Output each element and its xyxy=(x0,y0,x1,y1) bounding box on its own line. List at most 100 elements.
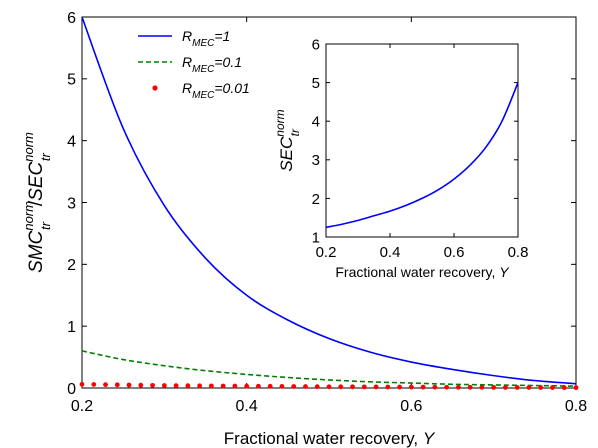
main-series-2-point xyxy=(126,382,132,388)
main-y-label-b: SEC xyxy=(26,161,47,200)
legend-item: RMEC=1 xyxy=(138,28,230,49)
main-series-2-point xyxy=(397,384,402,390)
main-series-2-point xyxy=(326,384,332,390)
main-series-2-point xyxy=(503,385,508,390)
inset-x-tick-label: 0.8 xyxy=(508,244,529,261)
legend-label-prefix: R xyxy=(182,80,192,96)
inset-plot-frame xyxy=(325,43,519,238)
inset-y-tick-label: 1 xyxy=(312,229,320,246)
legend-label: RMEC=1 xyxy=(182,28,230,49)
legend-label-prefix: R xyxy=(182,54,192,70)
main-x-tick-label: 0.6 xyxy=(400,398,422,415)
legend-label-suffix: =1 xyxy=(214,28,230,44)
legend-label-sub: MEC xyxy=(192,64,215,75)
main-series-2-point xyxy=(538,385,544,390)
main-series-1-line xyxy=(81,350,577,387)
inset-x-tick-label: 0.2 xyxy=(316,244,337,261)
inset-y-tick-label: 2 xyxy=(312,191,320,208)
main-series-2-point xyxy=(114,382,120,388)
main-series-2-point xyxy=(173,383,179,389)
main-y-tick-label: 1 xyxy=(67,319,76,336)
main-x-axis-label-var: Y xyxy=(423,429,436,448)
main-series-2-point xyxy=(220,383,226,389)
main-series-2-point xyxy=(103,382,108,388)
inset-series-group xyxy=(325,82,519,229)
main-series-2-point xyxy=(420,384,426,390)
legend-item: RMEC=0.1 xyxy=(138,54,242,75)
main-series-2-point xyxy=(303,384,308,389)
main-series-2-point xyxy=(361,384,367,390)
main-series-group xyxy=(79,16,579,391)
main-series-2-point xyxy=(350,384,355,390)
main-series-2-point xyxy=(91,382,97,387)
main-x-tick-label: 0.8 xyxy=(565,398,587,415)
inset-x-axis-label-text: Fractional water recovery, xyxy=(335,264,495,280)
main-y-tick-label: 4 xyxy=(67,133,76,150)
inset-y-tick-label: 5 xyxy=(312,75,320,92)
main-series-2-point xyxy=(455,384,461,390)
main-series-2-point xyxy=(479,384,485,390)
main-series-2-point xyxy=(514,385,520,390)
main-y-label-a: SMC xyxy=(26,230,47,273)
legend-item: RMEC=0.01 xyxy=(152,80,250,101)
main-series-2-point xyxy=(432,384,438,390)
main-y-tick-label: 2 xyxy=(67,257,76,274)
main-series-2-point xyxy=(185,383,191,389)
inset-x-axis-label-var: Y xyxy=(499,264,510,280)
legend-label: RMEC=0.01 xyxy=(182,80,250,101)
main-series-0-line xyxy=(81,16,577,385)
inset-plot: 0.2 0.4 0.6 0.8 1 2 3 4 5 6 Fractional water reco… xyxy=(273,36,528,280)
main-series-2-point xyxy=(467,384,473,390)
legend-label-prefix: R xyxy=(182,28,192,44)
main-y-axis-label: SMCnorm tr/SECnorm tr xyxy=(21,132,53,273)
main-series-2-point xyxy=(408,384,414,390)
main-y-tick-label: 0 xyxy=(67,381,76,398)
main-y-tick-label: 6 xyxy=(67,10,76,27)
main-series-2-point xyxy=(150,382,155,388)
main-series-2-point xyxy=(561,385,567,390)
main-y-label-a-sup: norm xyxy=(21,201,36,231)
legend-label-sub: MEC xyxy=(192,38,215,49)
main-series-2-point xyxy=(338,384,344,390)
main-series-2-point xyxy=(161,383,167,388)
inset-series-0-line xyxy=(325,82,519,229)
main-series-2-point xyxy=(208,383,214,389)
inset-x-axis-label: Fractional water recovery, Y xyxy=(335,264,510,280)
main-y-label-b-sub: tr xyxy=(38,152,53,161)
inset-y-label-a-sup: norm xyxy=(273,109,287,136)
main-series-2-point xyxy=(373,384,379,390)
main-series-2-point xyxy=(291,384,297,389)
main-y-label-b-sup: norm xyxy=(21,132,36,162)
main-series-2-point xyxy=(138,382,144,388)
main-x-tick-label: 0.4 xyxy=(236,398,258,415)
main-series-2-point xyxy=(244,383,250,389)
main-series-2 xyxy=(79,381,579,391)
main-series-2-point xyxy=(197,383,203,389)
main-x-axis-label-text: Fractional water recovery, xyxy=(224,429,418,448)
legend-label-suffix: =0.1 xyxy=(214,54,242,70)
main-series-2-point xyxy=(526,385,532,390)
main-x-axis-label: Fractional water recovery, Y xyxy=(224,429,436,448)
legend-label: RMEC=0.1 xyxy=(182,54,242,75)
main-series-2-point xyxy=(314,384,320,390)
inset-y-axis-label: SECnormtr xyxy=(273,109,302,171)
main-series-2-point xyxy=(550,385,555,390)
main-series-2-point xyxy=(279,384,285,389)
inset-axis-ticks: 0.2 0.4 0.6 0.8 1 2 3 4 5 6 xyxy=(312,36,529,261)
inset-x-tick-label: 0.4 xyxy=(380,244,401,261)
inset-y-label-a-sub: tr xyxy=(288,128,302,136)
inset-y-tick-label: 3 xyxy=(312,152,320,169)
main-y-tick-label: 5 xyxy=(67,72,76,89)
main-series-2-point xyxy=(385,384,391,390)
main-x-tick-label: 0.2 xyxy=(71,398,93,415)
main-series-2-point xyxy=(79,381,85,387)
legend-label-sub: MEC xyxy=(192,90,215,101)
main-series-2-point xyxy=(232,383,238,389)
inset-y-label-a: SEC xyxy=(277,136,296,172)
main-series-2-point xyxy=(444,384,450,390)
main-series-2-point xyxy=(491,384,497,390)
inset-y-tick-label: 6 xyxy=(312,36,320,53)
inset-x-tick-label: 0.6 xyxy=(444,244,465,261)
